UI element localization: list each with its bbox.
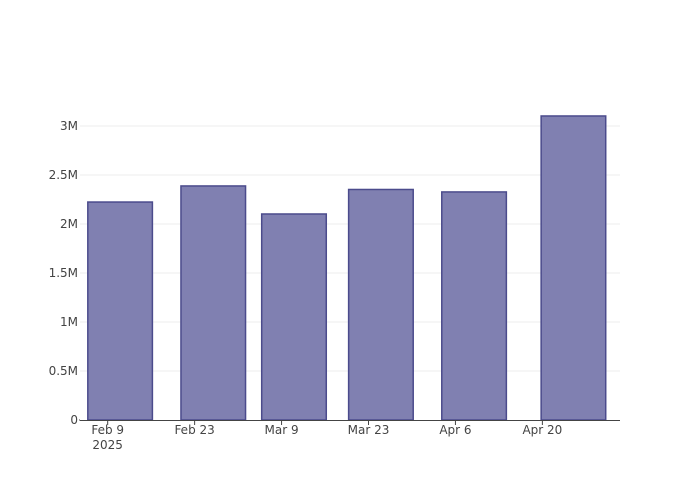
x-tick-label: Mar 9: [265, 423, 299, 437]
x-tick-label: Feb 9 2025: [91, 423, 124, 452]
y-tick-label: 2M: [60, 217, 78, 231]
y-tick-label: 2.5M: [49, 168, 78, 182]
y-tick-label: 0: [70, 413, 78, 427]
bar: [441, 191, 508, 421]
y-tick-label: 0.5M: [49, 364, 78, 378]
bar: [87, 201, 154, 421]
x-tick-label: Apr 20: [522, 423, 562, 437]
y-tick-label: 1.5M: [49, 266, 78, 280]
x-tick-label: Mar 23: [348, 423, 390, 437]
y-tick-label: 3M: [60, 119, 78, 133]
x-tick-label: Feb 23: [174, 423, 214, 437]
bar: [540, 115, 607, 421]
y-tick-label: 1M: [60, 315, 78, 329]
bar: [347, 188, 414, 421]
bar: [260, 213, 328, 421]
bar: [180, 185, 247, 421]
x-tick-label: Apr 6: [439, 423, 471, 437]
